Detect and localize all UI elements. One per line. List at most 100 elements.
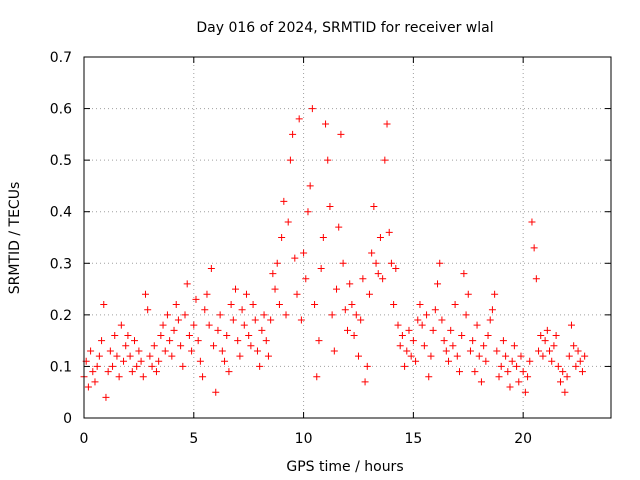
- data-point: [311, 301, 319, 309]
- data-point: [335, 223, 343, 231]
- data-point: [466, 347, 474, 355]
- data-point: [493, 347, 501, 355]
- data-point: [482, 357, 490, 365]
- data-point: [403, 347, 411, 355]
- data-point: [133, 362, 141, 370]
- data-point: [236, 352, 244, 360]
- data-point: [528, 218, 536, 226]
- data-point: [185, 331, 193, 339]
- data-point: [508, 357, 516, 365]
- data-point: [124, 331, 132, 339]
- data-point: [201, 306, 209, 314]
- x-tick-label: 20: [514, 431, 532, 447]
- data-point: [271, 285, 279, 293]
- data-point: [249, 301, 257, 309]
- data-point: [449, 342, 457, 350]
- data-point: [398, 331, 406, 339]
- data-point: [517, 352, 525, 360]
- data-point: [368, 249, 376, 257]
- data-point: [269, 270, 277, 278]
- data-point: [120, 357, 128, 365]
- data-point: [524, 373, 532, 381]
- data-point: [300, 249, 308, 257]
- data-point: [150, 342, 158, 350]
- data-point: [425, 373, 433, 381]
- data-point: [128, 368, 136, 376]
- data-point: [203, 290, 211, 298]
- data-point: [313, 373, 321, 381]
- data-point: [234, 337, 242, 345]
- data-point: [506, 383, 514, 391]
- data-point: [278, 234, 286, 241]
- data-point: [530, 244, 538, 252]
- data-point: [374, 270, 382, 278]
- data-point: [84, 383, 92, 391]
- data-point: [205, 321, 213, 329]
- data-point: [131, 337, 139, 345]
- data-point: [174, 316, 182, 324]
- data-point: [304, 208, 312, 216]
- data-point: [392, 264, 400, 272]
- y-tick-label: 0.2: [50, 308, 72, 324]
- data-point: [477, 378, 485, 386]
- data-point: [499, 337, 507, 345]
- data-point: [308, 105, 316, 113]
- data-point: [260, 311, 268, 319]
- data-point: [438, 316, 446, 324]
- data-point: [436, 259, 444, 267]
- data-point: [445, 357, 453, 365]
- data-point: [282, 311, 290, 319]
- data-point: [486, 316, 494, 324]
- data-point: [179, 362, 187, 370]
- data-point: [229, 316, 237, 324]
- data-point: [396, 342, 404, 350]
- data-point: [434, 280, 442, 288]
- data-point: [317, 264, 325, 272]
- data-point: [302, 275, 310, 283]
- chart-title: Day 016 of 2024, SRMTID for receiver wla…: [196, 20, 493, 36]
- x-tick-label: 5: [189, 431, 198, 447]
- data-point: [497, 362, 505, 370]
- data-point: [166, 337, 174, 345]
- data-point: [141, 290, 149, 298]
- data-point: [581, 352, 589, 360]
- data-point: [122, 342, 130, 350]
- data-point: [100, 301, 108, 309]
- data-point: [484, 331, 492, 339]
- data-point: [576, 357, 584, 365]
- data-point: [111, 331, 119, 339]
- data-point: [427, 352, 435, 360]
- data-point: [363, 362, 371, 370]
- y-tick-label: 0: [63, 411, 72, 427]
- data-point: [387, 259, 395, 267]
- data-point: [115, 373, 123, 381]
- data-point: [383, 120, 391, 128]
- data-point: [418, 321, 426, 329]
- data-point: [258, 326, 266, 334]
- data-point: [502, 352, 510, 360]
- data-point: [390, 301, 398, 309]
- data-point: [273, 259, 281, 267]
- data-point: [491, 290, 499, 298]
- data-point: [328, 311, 336, 319]
- data-point: [471, 368, 479, 376]
- data-point: [495, 373, 503, 381]
- x-axis-label: GPS time / hours: [286, 459, 403, 475]
- data-points: [80, 105, 589, 401]
- data-point: [221, 357, 229, 365]
- data-point: [172, 301, 180, 309]
- data-point: [440, 337, 448, 345]
- data-point: [376, 234, 384, 241]
- data-point: [464, 290, 472, 298]
- data-point: [190, 321, 198, 329]
- data-point: [238, 306, 246, 314]
- data-point: [521, 388, 529, 396]
- data-point: [117, 321, 125, 329]
- data-point: [337, 130, 345, 138]
- data-point: [352, 311, 360, 319]
- data-point: [357, 316, 365, 324]
- data-point: [188, 347, 196, 355]
- data-point: [98, 337, 106, 345]
- data-point: [210, 342, 218, 350]
- data-point: [412, 357, 420, 365]
